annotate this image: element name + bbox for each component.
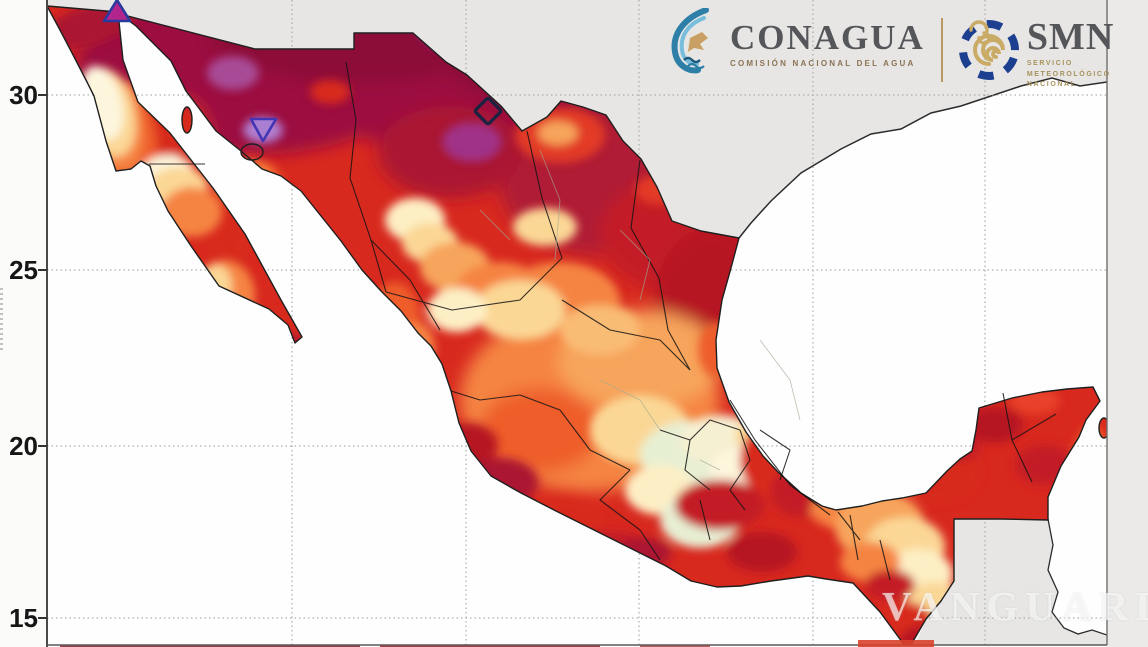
marker-triangle-up (102, 0, 132, 23)
vanguardia-watermark: VANGUARDIA M (882, 583, 1148, 629)
conagua-tagline: COMISIÓN NACIONAL DEL AGUA (730, 59, 916, 68)
municipal-borders (479, 149, 801, 471)
right-margin (1107, 0, 1148, 647)
lat-tick-20: 20 (9, 431, 38, 461)
bottom-crop-sliver (60, 640, 934, 647)
brand-divider (940, 18, 943, 82)
left-edge-artifact (0, 288, 3, 350)
smn-tagline-line3: NACIONAL (1026, 81, 1077, 88)
conagua-logo-icon (671, 8, 709, 74)
smn-tagline-line2: METEOROLÓGICO (1026, 70, 1111, 78)
marker-diamond (473, 96, 503, 126)
lat-tick-25: 25 (9, 255, 38, 285)
lat-tick-15: 15 (9, 603, 38, 633)
belize-guatemala-land (914, 519, 1107, 645)
smn-wordmark: SMN (1026, 16, 1115, 58)
lat-tick-30: 30 (9, 80, 38, 110)
mexico-coastline (47, 5, 1107, 645)
belize-coastline (1047, 518, 1107, 636)
us-gulf-coastline (738, 77, 1107, 239)
branding-bar: CONAGUA COMISIÓN NACIONAL DEL AGUA SMN S… (668, 8, 1114, 91)
smn-tagline: SERVICIO METEOROLÓGICO NACIONAL (1027, 59, 1114, 91)
conagua-wordmark: CONAGUA (730, 18, 925, 57)
smn-tagline-line1: SERVICIO (1026, 60, 1073, 67)
marker-triangle-down (249, 117, 278, 143)
us-land (47, 0, 1107, 238)
smn-logo-icon (958, 20, 1019, 80)
state-borders (149, 61, 1057, 581)
